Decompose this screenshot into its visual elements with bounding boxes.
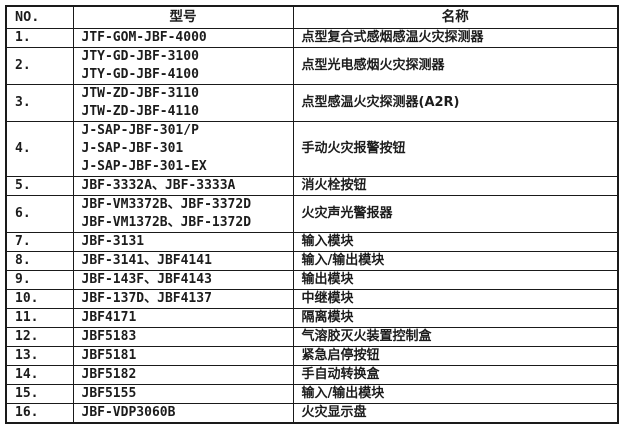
- model-line: JBF-VM1372B、JBF-1372D: [81, 214, 252, 230]
- cell-no: 12.: [5, 326, 74, 347]
- cell-no: 6.: [5, 194, 74, 233]
- cell-model: JBF5182: [72, 364, 294, 385]
- table-row: 6. JBF-VM3372B、JBF-3372D JBF-VM1372B、JBF-1…: [5, 194, 619, 233]
- table-row: 11. JBF4171 隔离模块: [5, 307, 619, 328]
- cell-no: 16.: [5, 402, 74, 423]
- table-row: 7. JBF-3131 输入模块: [5, 231, 619, 252]
- model-line: JBF5155: [81, 385, 137, 401]
- table-row: 4. J-SAP-JBF-301/P J-SAP-JBF-301 J-SAP-JBF-…: [5, 120, 619, 177]
- cell-name: 火灾声光警报器: [292, 194, 619, 233]
- table-row: 3. JTW-ZD-JBF-3110 JTW-ZD-JBF-4110 点型感温火灾探测…: [5, 83, 619, 122]
- cell-name: 中继模块: [292, 288, 619, 309]
- cell-model: JBF5181: [72, 345, 294, 366]
- model-line: JBF4171: [81, 309, 137, 325]
- cell-no: 11.: [5, 307, 74, 328]
- cell-name: 输出模块: [292, 269, 619, 290]
- model-line: JTY-GD-JBF-3100: [81, 48, 199, 64]
- model-line: JTF-GOM-JBF-4000: [81, 29, 207, 45]
- cell-no: 4.: [5, 120, 74, 177]
- cell-name: 输入模块: [292, 231, 619, 252]
- cell-name: 火灾显示盘: [292, 402, 619, 423]
- cell-name: 输入/输出模块: [292, 250, 619, 271]
- header-row: NO. 型号 名称: [5, 5, 619, 29]
- table-row: 16. JBF-VDP3060B 火灾显示盘: [5, 402, 619, 423]
- table-row: 15. JBF5155 输入/输出模块: [5, 383, 619, 404]
- model-line: JBF-137D、JBF4137: [81, 290, 212, 306]
- model-line: J-SAP-JBF-301: [81, 140, 184, 156]
- cell-name: 点型光电感烟火灾探测器: [292, 46, 619, 85]
- cell-name: 气溶胶灭火装置控制盒: [292, 326, 619, 347]
- table-row: 9. JBF-143F、JBF4143 输出模块: [5, 269, 619, 290]
- cell-no: 10.: [5, 288, 74, 309]
- table-row: 14. JBF5182 手自动转换盒: [5, 364, 619, 385]
- table-row: 13. JBF5181 紧急启停按钮: [5, 345, 619, 366]
- table-row: 10. JBF-137D、JBF4137 中继模块: [5, 288, 619, 309]
- header-cell-name: 名称: [292, 5, 619, 29]
- model-line: JBF-3332A、JBF-3333A: [81, 177, 236, 193]
- product-model-table: NO. 型号 名称 1. JTF-GOM-JBF-4000 点型复合式感烟感温火灾探…: [5, 5, 619, 424]
- cell-model: JBF-137D、JBF4137: [72, 288, 294, 309]
- cell-model: JTF-GOM-JBF-4000: [72, 27, 294, 48]
- cell-no: 9.: [5, 269, 74, 290]
- cell-model: JBF-VM3372B、JBF-3372D JBF-VM1372B、JBF-137…: [72, 194, 294, 233]
- table-row: 5. JBF-3332A、JBF-3333A 消火栓按钮: [5, 175, 619, 196]
- model-line: JBF5182: [81, 366, 137, 382]
- model-line: JBF5181: [81, 347, 137, 363]
- model-line: JTY-GD-JBF-4100: [81, 66, 199, 82]
- model-line: JBF-3141、JBF4141: [81, 252, 212, 268]
- cell-model: JBF5155: [72, 383, 294, 404]
- model-line: JBF-143F、JBF4143: [81, 271, 212, 287]
- model-line: JTW-ZD-JBF-3110: [81, 85, 199, 101]
- model-line: JBF-3131: [81, 233, 145, 249]
- model-line: JBF-VDP3060B: [81, 404, 176, 420]
- cell-model: JTW-ZD-JBF-3110 JTW-ZD-JBF-4110: [72, 83, 294, 122]
- cell-no: 8.: [5, 250, 74, 271]
- model-line: JBF5183: [81, 328, 137, 344]
- model-line: JTW-ZD-JBF-4110: [81, 103, 199, 119]
- cell-name: 紧急启停按钮: [292, 345, 619, 366]
- table-row: 12. JBF5183 气溶胶灭火装置控制盒: [5, 326, 619, 347]
- table-row: 2. JTY-GD-JBF-3100 JTY-GD-JBF-4100 点型光电感烟火灾…: [5, 46, 619, 85]
- cell-model: JTY-GD-JBF-3100 JTY-GD-JBF-4100: [72, 46, 294, 85]
- cell-model: JBF-VDP3060B: [72, 402, 294, 423]
- cell-model: JBF-3141、JBF4141: [72, 250, 294, 271]
- model-line: J-SAP-JBF-301/P: [81, 122, 199, 138]
- cell-model: JBF5183: [72, 326, 294, 347]
- model-line: JBF-VM3372B、JBF-3372D: [81, 196, 252, 212]
- cell-name: 手动火灾报警按钮: [292, 120, 619, 177]
- cell-name: 手自动转换盒: [292, 364, 619, 385]
- table-body: 1. JTF-GOM-JBF-4000 点型复合式感烟感温火灾探测器 2. JTY-GD…: [5, 27, 619, 423]
- header-cell-model: 型号: [72, 5, 294, 29]
- cell-no: 5.: [5, 175, 74, 196]
- cell-no: 14.: [5, 364, 74, 385]
- cell-no: 15.: [5, 383, 74, 404]
- cell-model: JBF-143F、JBF4143: [72, 269, 294, 290]
- cell-name: 点型感温火灾探测器(A2R): [292, 83, 619, 122]
- cell-no: 7.: [5, 231, 74, 252]
- cell-name: 隔离模块: [292, 307, 619, 328]
- cell-model: JBF4171: [72, 307, 294, 328]
- cell-model: JBF-3131: [72, 231, 294, 252]
- cell-name: 点型复合式感烟感温火灾探测器: [292, 27, 619, 48]
- cell-model: J-SAP-JBF-301/P J-SAP-JBF-301 J-SAP-JBF-30…: [72, 120, 294, 177]
- header-cell-no: NO.: [5, 5, 74, 29]
- table-header: NO. 型号 名称: [5, 5, 619, 29]
- cell-no: 13.: [5, 345, 74, 366]
- cell-no: 3.: [5, 83, 74, 122]
- cell-model: JBF-3332A、JBF-3333A: [72, 175, 294, 196]
- table-row: 1. JTF-GOM-JBF-4000 点型复合式感烟感温火灾探测器: [5, 27, 619, 48]
- cell-name: 输入/输出模块: [292, 383, 619, 404]
- table-row: 8. JBF-3141、JBF4141 输入/输出模块: [5, 250, 619, 271]
- cell-name: 消火栓按钮: [292, 175, 619, 196]
- cell-no: 1.: [5, 27, 74, 48]
- cell-no: 2.: [5, 46, 74, 85]
- model-line: J-SAP-JBF-301-EX: [81, 158, 207, 174]
